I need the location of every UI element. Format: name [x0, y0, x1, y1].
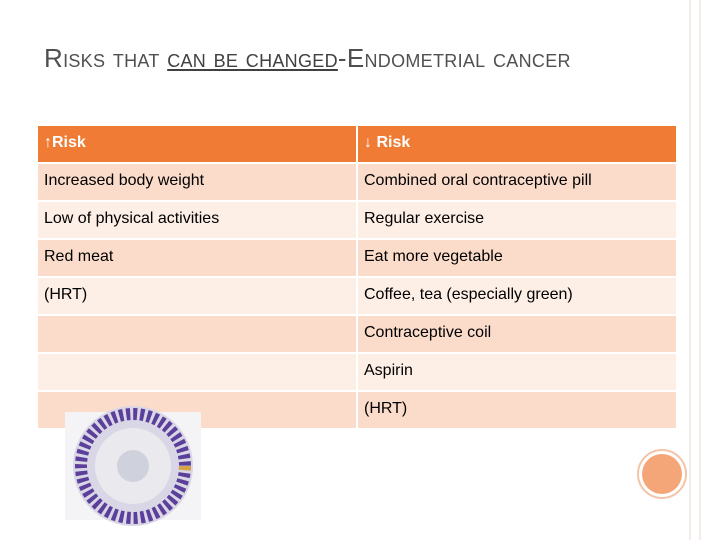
table-row: (HRT) Coffee, tea (especially green) — [38, 278, 676, 314]
increase-cell — [38, 392, 356, 428]
increase-cell — [38, 354, 356, 390]
increase-cell: Red meat — [38, 240, 356, 276]
risk-table: ↑Risk ↓ Risk Increased body weight Combined… — [36, 124, 678, 430]
increase-cell: Increased body weight — [38, 164, 356, 200]
title-text: -Endometrial cancer — [337, 43, 571, 73]
decrease-cell: Eat more vegetable — [358, 240, 676, 276]
title-underlined: can be changed — [167, 43, 338, 73]
decrease-cell: Aspirin — [358, 354, 676, 390]
table-row: Increased body weight Combined oral contr… — [38, 164, 676, 200]
table-row: Red meat Eat more vegetable — [38, 240, 676, 276]
pack-center — [95, 428, 171, 504]
decrease-cell: Regular exercise — [358, 202, 676, 238]
decrease-cell: Combined oral contraceptive pill — [358, 164, 676, 200]
increase-cell: Low of physical activities — [38, 202, 356, 238]
header-cell: ↓ Risk — [358, 126, 676, 162]
table-body: ↑Risk ↓ Risk Increased body weight Combined… — [38, 126, 676, 428]
decor-ring — [637, 449, 687, 499]
decrease-cell: Contraceptive coil — [358, 316, 676, 352]
increase-cell — [38, 316, 356, 352]
title-text: Risks that — [44, 43, 168, 73]
slide-title: Risks that can be changed-Endometrial ca… — [44, 36, 644, 80]
pack-dial — [117, 450, 149, 482]
decor-dot — [642, 454, 682, 494]
table-row: Low of physical activities Regular exerci… — [38, 202, 676, 238]
header-row: ↑Risk ↓ Risk — [38, 126, 676, 162]
table-row: (HRT) — [38, 392, 676, 428]
table-row: Aspirin — [38, 354, 676, 390]
decrease-cell: Coffee, tea (especially green) — [358, 278, 676, 314]
table-row: Contraceptive coil — [38, 316, 676, 352]
increase-cell: (HRT) — [38, 278, 356, 314]
header-cell: ↑Risk — [38, 126, 356, 162]
decrease-cell: (HRT) — [358, 392, 676, 428]
